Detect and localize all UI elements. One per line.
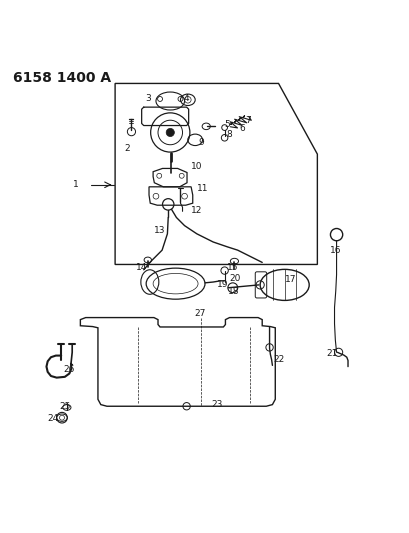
Text: 7: 7 <box>245 116 250 125</box>
Text: 13: 13 <box>154 226 165 235</box>
Text: 2: 2 <box>124 143 130 152</box>
Circle shape <box>166 128 174 136</box>
Text: 8: 8 <box>226 131 232 140</box>
Text: 19: 19 <box>216 280 228 289</box>
Text: 20: 20 <box>229 274 240 283</box>
Text: 24: 24 <box>47 414 58 423</box>
Text: 21: 21 <box>325 349 337 358</box>
Text: 12: 12 <box>191 206 202 215</box>
Text: 5: 5 <box>224 120 230 129</box>
Text: 3: 3 <box>144 94 150 103</box>
Text: 26: 26 <box>63 365 75 374</box>
Text: 1: 1 <box>73 180 79 189</box>
Text: 10: 10 <box>191 162 202 171</box>
Text: 16: 16 <box>329 246 341 255</box>
Text: 25: 25 <box>59 402 71 411</box>
Text: 22: 22 <box>272 355 283 364</box>
Text: 27: 27 <box>194 309 205 318</box>
Text: 15: 15 <box>227 263 238 272</box>
Text: 11: 11 <box>197 184 208 193</box>
Text: 18: 18 <box>227 287 239 295</box>
Text: 6158 1400 A: 6158 1400 A <box>13 71 111 85</box>
Text: 6: 6 <box>238 124 244 133</box>
Text: 23: 23 <box>211 400 222 409</box>
Text: 14: 14 <box>136 263 147 272</box>
Text: 9: 9 <box>198 138 203 147</box>
Text: 4: 4 <box>183 94 189 103</box>
Text: 17: 17 <box>284 275 296 284</box>
